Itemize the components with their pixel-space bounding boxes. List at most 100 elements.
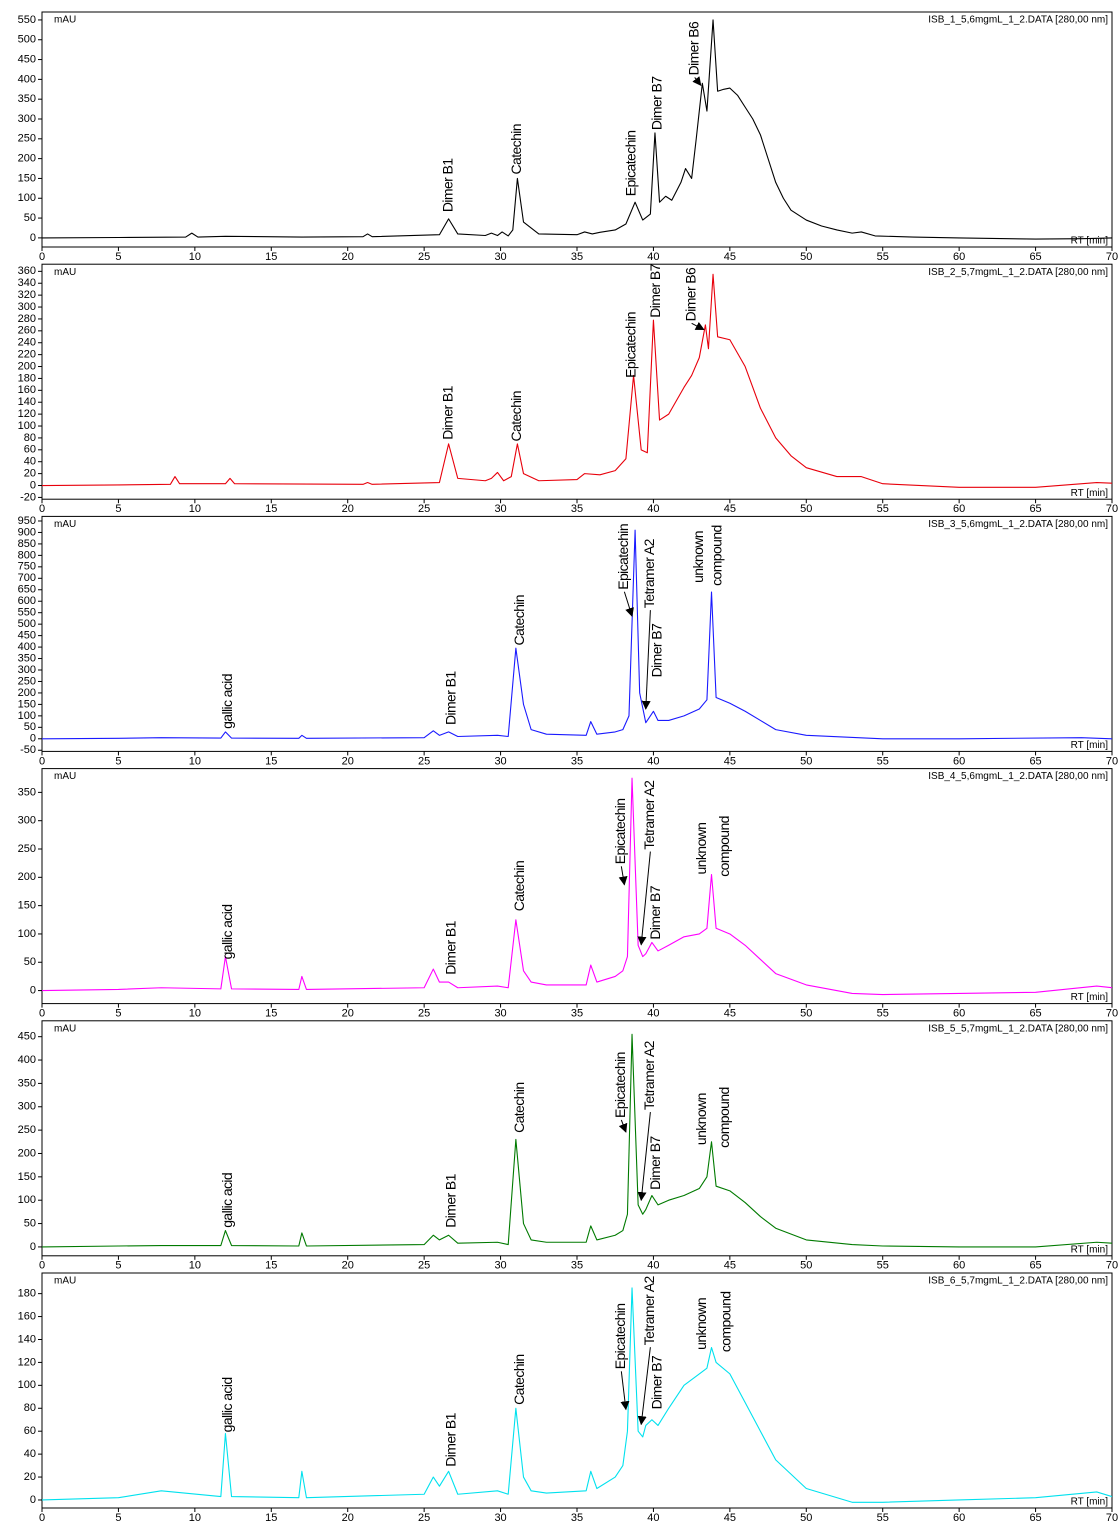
x-axis-label: RT [min]	[1071, 1497, 1109, 1508]
y-tick-label: 50	[24, 212, 36, 224]
y-tick-label: 750	[18, 561, 36, 573]
peak-label: Catechin	[511, 1354, 527, 1404]
y-tick-label: 300	[18, 113, 36, 125]
x-tick-label: 65	[1029, 755, 1041, 767]
peak-label: Tetramer A2	[641, 1040, 657, 1110]
x-tick-label: 5	[115, 503, 121, 515]
x-tick-label: 30	[494, 1512, 506, 1524]
x-tick-label: 45	[724, 1512, 736, 1524]
peak-label: Epicatechin	[623, 130, 639, 196]
chart-title: ISB_3_5,6mgmL_1_2.DATA [280,00 nm]	[928, 519, 1108, 530]
y-tick-label: -20	[20, 491, 36, 503]
x-tick-label: 20	[342, 251, 354, 263]
x-tick-label: 60	[953, 1260, 965, 1272]
x-tick-label: 60	[953, 503, 965, 515]
x-tick-label: 45	[724, 503, 736, 515]
peak-label: compound	[718, 1292, 734, 1353]
plot-frame	[41, 11, 1113, 248]
x-axis-label: RT [min]	[1071, 236, 1109, 247]
x-tick-label: 5	[115, 1260, 121, 1272]
x-tick-label: 10	[189, 251, 201, 263]
x-tick-label: 10	[189, 755, 201, 767]
x-tick-label: 35	[571, 1008, 583, 1020]
x-tick-label: 55	[877, 503, 889, 515]
y-tick-label: 250	[18, 1124, 36, 1136]
y-tick-label: 0	[30, 984, 36, 996]
x-tick-label: 30	[494, 755, 506, 767]
plot-frame	[41, 515, 1113, 752]
y-tick-label: 400	[18, 73, 36, 85]
peak-label: compound	[716, 816, 732, 877]
x-tick-label: 45	[724, 1260, 736, 1272]
x-tick-label: 50	[800, 1008, 812, 1020]
y-tick-label: 950	[18, 515, 36, 527]
peak-arrow	[618, 866, 628, 886]
y-tick-label: 600	[18, 595, 36, 607]
y-tick-label: 450	[18, 53, 36, 65]
x-tick-label: 20	[342, 1260, 354, 1272]
peak-label: Tetramer A2	[641, 1276, 657, 1346]
y-tick-label: 250	[18, 675, 36, 687]
x-tick-label: 20	[342, 1512, 354, 1524]
x-tick-label: 35	[571, 251, 583, 263]
x-tick-label: 0	[39, 1008, 45, 1020]
y-tick-label: 650	[18, 584, 36, 596]
x-tick-label: 35	[571, 1512, 583, 1524]
peak-label: Catechin	[508, 124, 524, 174]
peak-arrow	[691, 321, 705, 331]
x-tick-label: 10	[189, 1512, 201, 1524]
x-tick-label: 35	[571, 755, 583, 767]
peak-label: Dimer B7	[647, 1136, 663, 1190]
x-tick-label: 5	[115, 1008, 121, 1020]
x-tick-label: 10	[189, 1008, 201, 1020]
peak-label: Epicatechin	[623, 312, 639, 378]
y-tick-label: 80	[24, 432, 36, 444]
peak-arrow	[637, 1347, 651, 1426]
peak-label: unknown	[693, 1298, 709, 1350]
y-axis-label: mAU	[54, 771, 76, 782]
y-tick-label: 900	[18, 526, 36, 538]
y-axis-label: mAU	[54, 267, 76, 278]
y-tick-label: 200	[18, 687, 36, 699]
x-tick-label: 50	[800, 503, 812, 515]
y-tick-label: 200	[18, 360, 36, 372]
y-tick-label: 400	[18, 641, 36, 653]
x-tick-label: 5	[115, 755, 121, 767]
peak-label: Dimer B7	[649, 1355, 665, 1409]
chart-title: ISB_1_5,6mgmL_1_2.DATA [280,00 nm]	[928, 15, 1108, 26]
x-tick-label: 70	[1106, 1260, 1118, 1272]
x-tick-label: 45	[724, 1008, 736, 1020]
y-tick-label: 160	[18, 1310, 36, 1322]
chart-title: ISB_5_5,7mgmL_1_2.DATA [280,00 nm]	[928, 1023, 1108, 1034]
x-tick-label: 10	[189, 1260, 201, 1272]
x-tick-label: 40	[647, 1008, 659, 1020]
y-tick-label: 100	[18, 710, 36, 722]
x-tick-label: 60	[953, 1512, 965, 1524]
x-tick-label: 40	[647, 251, 659, 263]
x-tick-label: 15	[265, 1512, 277, 1524]
x-axis-label: RT [min]	[1071, 488, 1109, 499]
peak-label: Catechin	[511, 595, 527, 645]
y-tick-label: 140	[18, 396, 36, 408]
y-tick-label: 200	[18, 153, 36, 165]
x-tick-label: 50	[800, 251, 812, 263]
y-tick-label: 0	[30, 1494, 36, 1506]
x-tick-label: 55	[877, 755, 889, 767]
chart-title: ISB_6_5,7mgmL_1_2.DATA [280,00 nm]	[928, 1276, 1108, 1287]
plot-frame	[41, 1272, 1113, 1509]
y-tick-label: 300	[18, 301, 36, 313]
peak-label: unknown	[693, 1093, 709, 1145]
x-tick-label: 25	[418, 755, 430, 767]
x-tick-label: 50	[800, 755, 812, 767]
y-tick-label: 50	[24, 1217, 36, 1229]
y-axis-label: mAU	[54, 15, 76, 26]
y-tick-label: 60	[24, 1425, 36, 1437]
peak-label: Epicatechin	[612, 1052, 628, 1118]
y-tick-label: 360	[18, 265, 36, 277]
x-tick-label: 55	[877, 1512, 889, 1524]
y-tick-label: 300	[18, 815, 36, 827]
y-tick-label: 40	[24, 1448, 36, 1460]
peak-label: compound	[708, 525, 724, 586]
chart-title: ISB_4_5,6mgmL_1_2.DATA [280,00 nm]	[928, 771, 1108, 782]
